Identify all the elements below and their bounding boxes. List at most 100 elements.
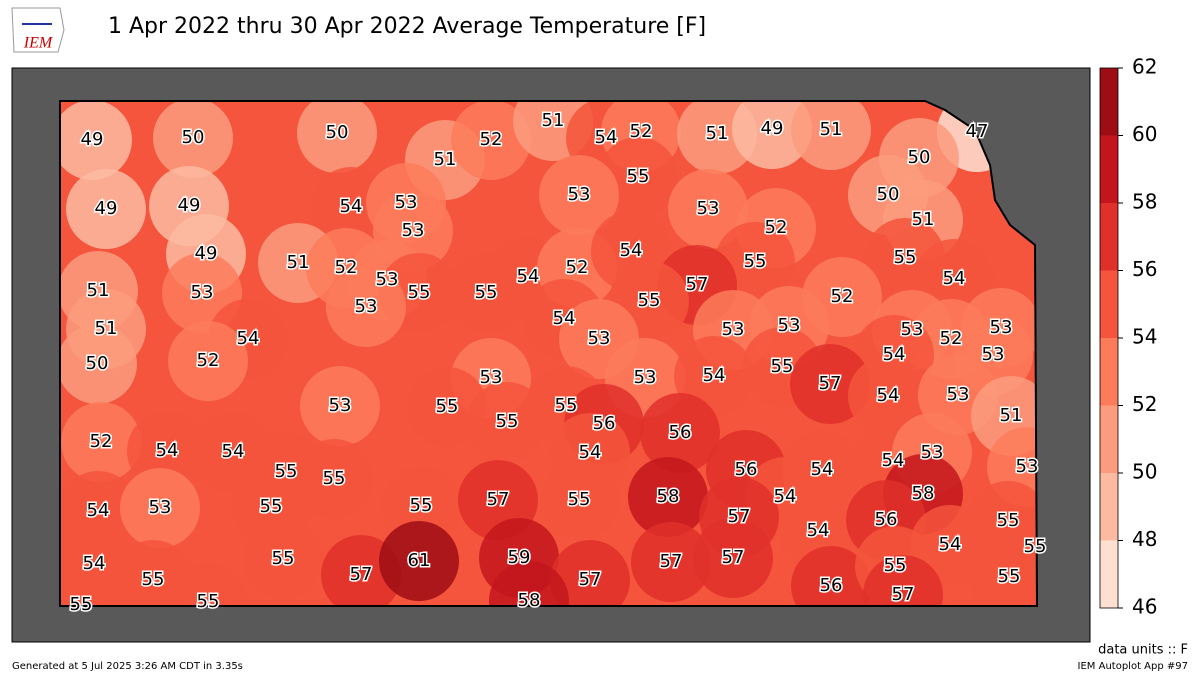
value-area — [326, 267, 406, 347]
logo-text: IEM — [23, 35, 54, 52]
station-value: 53 — [568, 184, 591, 205]
station-value: 56 — [820, 575, 843, 596]
station-value: 52 — [197, 350, 220, 371]
station-value: 53 — [697, 198, 720, 219]
station-value: 51 — [287, 252, 310, 273]
value-area — [550, 540, 630, 606]
colorbar-bin — [1100, 203, 1118, 271]
station-value: 55 — [627, 166, 650, 187]
station-value: 57 — [660, 551, 683, 572]
station-value: 54 — [553, 308, 576, 329]
station-value: 57 — [722, 547, 745, 568]
station-value: 55 — [884, 555, 907, 576]
station-value: 53 — [1016, 456, 1039, 477]
station-value: 52 — [566, 257, 589, 278]
value-area — [66, 169, 146, 249]
value-area — [297, 101, 377, 173]
value-area — [168, 321, 248, 401]
value-area — [168, 562, 248, 606]
station-value: 56 — [875, 509, 898, 530]
colorbar-bin — [1100, 338, 1118, 406]
station-value: 55 — [436, 396, 459, 417]
station-value: 53 — [947, 384, 970, 405]
station-value: 53 — [395, 192, 418, 213]
station-value: 54 — [87, 500, 110, 521]
station-value: 53 — [722, 319, 745, 340]
colorbar: 46 48 50 52 54 56 58 60 62 — [1099, 55, 1157, 619]
station-value: 53 — [480, 367, 503, 388]
station-value: 52 — [630, 121, 653, 142]
value-area — [489, 561, 569, 606]
station-value: 55 — [272, 548, 295, 569]
station-value: 57 — [487, 489, 510, 510]
value-area — [631, 522, 711, 602]
colorbar-tick-label: 54 — [1132, 325, 1157, 349]
station-labels: 49 50 50 51 52 51 54 52 51 49 51 47 50 55 53 53 50 51 49 49… — [68, 109, 1048, 617]
station-value: 51 — [820, 119, 843, 140]
station-value: 53 — [982, 344, 1005, 365]
station-value: 54 — [83, 553, 106, 574]
station-value: 55 — [555, 395, 578, 416]
station-value: 53 — [376, 269, 399, 290]
station-value: 55 — [568, 489, 591, 510]
station-value: 54 — [774, 486, 797, 507]
station-value: 50 — [908, 147, 931, 168]
station-value: 53 — [990, 317, 1013, 338]
station-value: 51 — [542, 110, 565, 131]
station-value: 57 — [892, 584, 915, 605]
station-value: 58 — [518, 590, 541, 611]
value-area — [153, 101, 233, 178]
value-area — [969, 537, 1037, 606]
station-value: 54 — [595, 127, 618, 148]
station-value: 55 — [323, 468, 346, 489]
station-value: 50 — [86, 353, 109, 374]
station-value: 55 — [197, 591, 220, 612]
station-value: 54 — [943, 268, 966, 289]
station-value: 52 — [335, 257, 358, 278]
station-value: 55 — [275, 461, 298, 482]
station-value: 54 — [222, 441, 245, 462]
footer-left: Generated at 5 Jul 2025 3:26 AM CDT in 3… — [12, 661, 243, 672]
value-area — [732, 101, 812, 169]
station-value: 55 — [998, 566, 1021, 587]
station-value: 54 — [237, 328, 260, 349]
station-value: 53 — [329, 395, 352, 416]
station-value: 54 — [340, 196, 363, 217]
station-value: 47 — [966, 121, 989, 142]
value-area — [791, 101, 871, 170]
station-value: 57 — [728, 506, 751, 527]
station-value: 58 — [657, 486, 680, 507]
state-border — [59, 100, 1039, 607]
station-value: 53 — [588, 328, 611, 349]
station-value: 54 — [156, 440, 179, 461]
station-value: 52 — [831, 286, 854, 307]
value-area — [243, 519, 323, 599]
station-value: 51 — [87, 280, 110, 301]
colorbar-tick-label: 60 — [1132, 122, 1157, 146]
value-area — [120, 468, 200, 548]
station-value: 53 — [355, 296, 378, 317]
logo: IEM — [11, 7, 65, 53]
colorbar-bin — [1100, 405, 1118, 473]
station-value: 52 — [940, 328, 963, 349]
station-value: 55 — [997, 510, 1020, 531]
station-value: 53 — [901, 319, 924, 340]
station-value: 49 — [178, 195, 201, 216]
station-value: 50 — [877, 184, 900, 205]
station-value: 57 — [819, 373, 842, 394]
value-area — [539, 460, 619, 540]
station-value: 53 — [402, 220, 425, 241]
station-value: 52 — [480, 129, 503, 150]
value-area — [848, 356, 928, 436]
station-value: 49 — [95, 198, 118, 219]
value-area — [379, 521, 459, 601]
station-value: 55 — [70, 594, 93, 615]
station-value: 49 — [761, 118, 784, 139]
station-value: 53 — [634, 367, 657, 388]
colorbar-tick-label: 52 — [1132, 392, 1157, 416]
station-value: 55 — [496, 411, 519, 432]
colorbar-bin — [1100, 68, 1118, 136]
station-value: 54 — [620, 240, 643, 261]
station-value: 54 — [939, 534, 962, 555]
station-value: 54 — [807, 520, 830, 541]
